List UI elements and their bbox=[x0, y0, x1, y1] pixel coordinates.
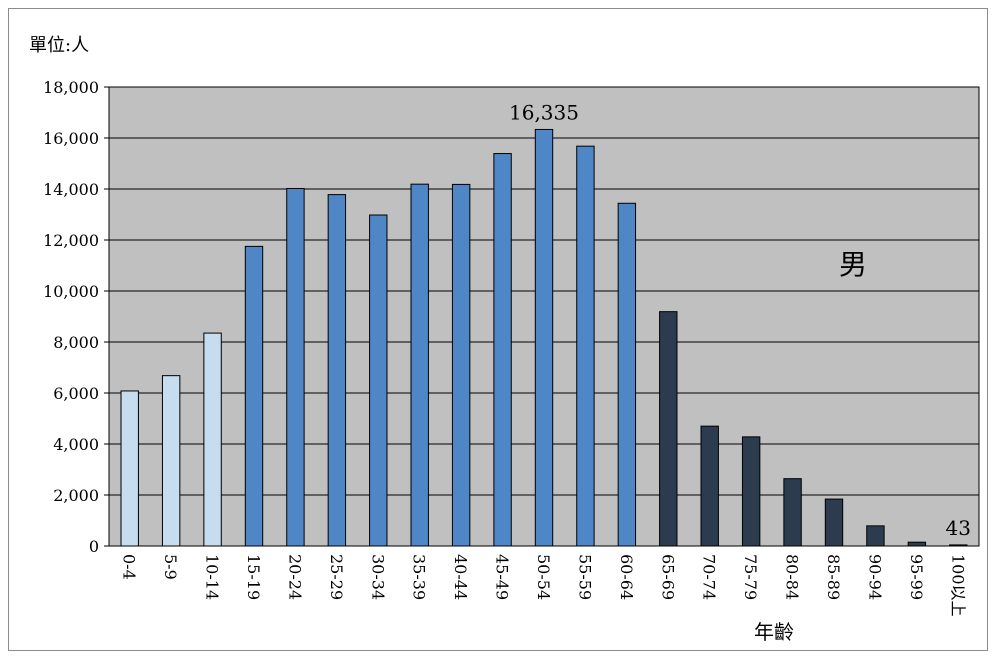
data-label: 16,335 bbox=[509, 100, 579, 124]
bar-70-74 bbox=[700, 425, 719, 547]
y-tick-label: 8,000 bbox=[53, 333, 99, 352]
x-tick-label: 90-94 bbox=[865, 554, 884, 600]
bar-85-89 bbox=[824, 498, 844, 547]
x-tick-label: 5-9 bbox=[161, 554, 180, 580]
x-tick-label: 50-54 bbox=[534, 554, 553, 600]
bar-15-19 bbox=[244, 245, 264, 547]
y-tick-label: 6,000 bbox=[53, 384, 99, 403]
x-tick-label: 70-74 bbox=[700, 554, 719, 600]
bar-45-49 bbox=[493, 153, 512, 547]
bar-40-44 bbox=[451, 183, 471, 547]
x-tick-label: 60-64 bbox=[617, 554, 636, 600]
bar-55-59 bbox=[576, 145, 595, 547]
y-tick-labels: 0 2,000 4,000 6,000 8,000 10,000 12,000 14,000 1… bbox=[43, 78, 99, 556]
x-tick-label: 80-84 bbox=[783, 554, 802, 600]
unit-label: 單位:人 bbox=[29, 35, 89, 56]
x-tick-label: 95-99 bbox=[907, 554, 926, 600]
series-label: 男 bbox=[839, 248, 867, 281]
data-labels: 16,335 43 bbox=[509, 100, 971, 539]
y-tick-label: 2,000 bbox=[53, 486, 99, 505]
y-tick-label: 4,000 bbox=[53, 435, 99, 454]
bar-90-94 bbox=[866, 525, 885, 547]
y-tick-label: 12,000 bbox=[43, 231, 99, 250]
chart-frame: 0 2,000 4,000 6,000 8,000 10,000 12,000 14,000 1… bbox=[8, 8, 988, 651]
bar-75-79 bbox=[741, 436, 761, 547]
x-tick-label: 65-69 bbox=[658, 554, 677, 600]
bar-50-54 bbox=[534, 128, 554, 547]
bar-5-9 bbox=[161, 375, 181, 547]
bar-35-39 bbox=[410, 183, 429, 547]
x-tick-label: 10-14 bbox=[203, 554, 222, 600]
bar-95-99 bbox=[907, 541, 927, 547]
x-tick-label: 40-44 bbox=[451, 554, 470, 600]
bar-65-69 bbox=[659, 311, 678, 547]
bar-80-84 bbox=[783, 478, 802, 547]
y-tick-label: 16,000 bbox=[43, 129, 99, 148]
x-tick-label: 20-24 bbox=[285, 554, 304, 600]
x-tick-label: 45-49 bbox=[493, 554, 512, 600]
y-tick-label: 14,000 bbox=[43, 180, 99, 199]
bar-20-24 bbox=[286, 187, 305, 547]
x-tick-labels: 0-4 5-9 10-14 15-19 20-24 25-29 30-34 35-39 40-4… bbox=[120, 554, 968, 617]
x-tick-label: 85-89 bbox=[824, 554, 843, 600]
y-tick-label: 10,000 bbox=[43, 282, 99, 301]
bar-25-29 bbox=[327, 194, 347, 547]
bar-0-4 bbox=[120, 390, 139, 547]
data-label: 43 bbox=[946, 516, 971, 540]
x-tick-label: 15-19 bbox=[244, 554, 263, 600]
bar-30-34 bbox=[369, 214, 388, 547]
x-tick-label: 75-79 bbox=[741, 554, 760, 600]
x-tick-label: 55-59 bbox=[575, 554, 594, 600]
x-tick-label: 25-29 bbox=[327, 554, 346, 600]
x-tick-label: 30-34 bbox=[368, 554, 387, 600]
x-tick-label: 0-4 bbox=[120, 554, 139, 580]
population-bar-chart: 0 2,000 4,000 6,000 8,000 10,000 12,000 14,000 1… bbox=[29, 35, 980, 644]
x-tick-label: 100以上 bbox=[948, 554, 967, 617]
x-tick-label: 35-39 bbox=[410, 554, 429, 600]
y-tick-label: 0 bbox=[89, 537, 99, 556]
y-tick-label: 18,000 bbox=[43, 78, 99, 97]
bars bbox=[120, 128, 968, 547]
bar-10-14 bbox=[203, 332, 222, 547]
bar-60-64 bbox=[617, 202, 637, 547]
x-axis-label: 年齡 bbox=[754, 620, 794, 644]
